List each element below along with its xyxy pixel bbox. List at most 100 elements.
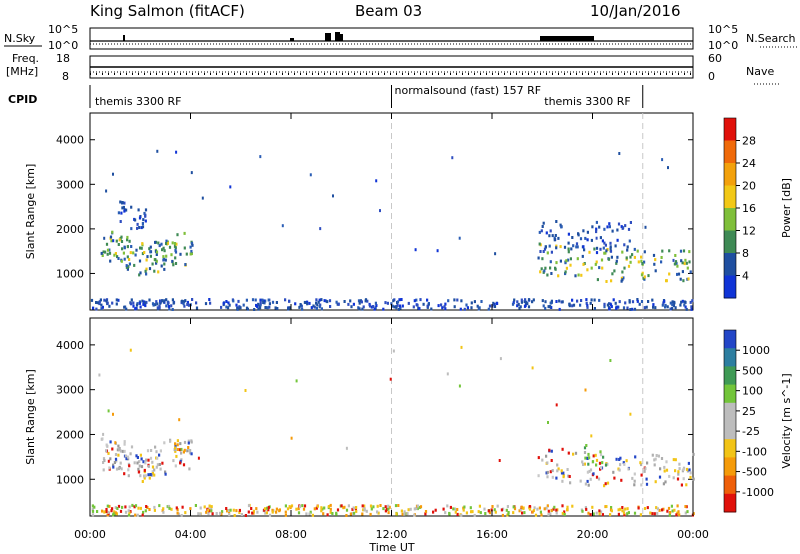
data-cell	[106, 504, 109, 508]
data-cell	[605, 280, 608, 283]
data-cell	[156, 456, 159, 460]
data-cell	[138, 226, 141, 229]
data-cell	[638, 302, 641, 306]
data-cell	[669, 307, 672, 311]
colorbar-segment	[724, 140, 736, 164]
data-cell	[633, 483, 636, 487]
colorbar-segment	[724, 402, 736, 422]
nave-mark	[240, 73, 241, 75]
data-cell	[620, 478, 623, 482]
data-cell	[598, 225, 601, 229]
data-cell	[259, 155, 262, 159]
data-cell	[156, 149, 159, 153]
data-cell	[125, 208, 128, 212]
data-cell	[103, 510, 106, 514]
data-cell	[559, 223, 562, 227]
data-cell	[329, 510, 332, 514]
data-cell	[143, 468, 146, 472]
data-cell	[582, 229, 585, 233]
data-cell	[165, 304, 168, 308]
nave-mark	[546, 73, 547, 75]
data-cell	[262, 299, 265, 303]
data-cell	[141, 242, 144, 246]
data-cell	[500, 508, 503, 512]
data-cell	[512, 511, 515, 515]
data-cell	[645, 305, 648, 309]
data-cell	[244, 389, 247, 392]
data-cell	[379, 504, 382, 507]
data-cell	[165, 242, 168, 245]
data-cell	[208, 298, 211, 301]
data-cell	[668, 474, 671, 478]
data-cell	[502, 507, 505, 511]
data-cell	[551, 475, 554, 479]
data-cell	[116, 255, 119, 259]
data-cell	[125, 307, 128, 311]
data-cell	[587, 462, 590, 466]
data-cell	[265, 511, 268, 515]
data-cell	[210, 505, 213, 509]
data-cell	[488, 304, 492, 308]
data-cell	[138, 301, 141, 305]
data-cell	[172, 263, 175, 267]
data-cell	[565, 266, 568, 270]
data-cell	[306, 300, 309, 304]
data-cell	[653, 458, 656, 462]
data-cell	[471, 510, 474, 514]
data-cell	[624, 224, 627, 228]
data-cell	[101, 305, 104, 309]
data-cell	[120, 259, 123, 263]
data-cell	[324, 299, 328, 303]
data-cell	[119, 200, 122, 204]
data-cell	[516, 304, 519, 308]
data-cell	[114, 506, 117, 510]
data-cell	[328, 299, 332, 303]
data-cell	[671, 306, 674, 310]
data-cell	[549, 470, 552, 474]
data-cell	[547, 305, 550, 309]
data-cell	[174, 449, 177, 453]
colorbar-tick-label: -1000	[742, 486, 774, 499]
data-cell	[490, 508, 493, 512]
x-tick-label: 08:00	[275, 528, 307, 541]
y-tick-label: 1000	[56, 473, 84, 486]
nave-mark	[258, 73, 259, 75]
data-cell	[112, 512, 115, 516]
data-cell	[459, 307, 462, 311]
data-cell	[419, 298, 422, 302]
data-cell	[555, 476, 558, 480]
data-cell	[107, 459, 110, 463]
nave-mark	[648, 73, 649, 75]
nave-mark	[450, 73, 451, 75]
data-cell	[399, 306, 402, 310]
data-cell	[119, 220, 122, 223]
data-cell	[376, 510, 379, 514]
data-cell	[518, 509, 521, 513]
colorbar-segment	[724, 493, 736, 513]
data-cell	[572, 303, 576, 307]
data-cell	[657, 454, 660, 458]
data-cell	[686, 469, 689, 473]
data-cell	[496, 302, 499, 305]
data-cell	[141, 513, 144, 517]
data-cell	[534, 513, 538, 517]
data-cell	[114, 252, 117, 255]
data-cell	[567, 250, 570, 254]
data-cell	[301, 504, 304, 508]
data-cell	[174, 250, 178, 254]
data-cell	[583, 462, 586, 466]
data-cell	[375, 179, 378, 183]
data-cell	[164, 258, 167, 262]
data-cell	[352, 506, 355, 510]
data-cell	[101, 254, 104, 257]
data-cell	[569, 257, 572, 261]
data-cell	[555, 220, 558, 223]
data-cell	[574, 274, 577, 278]
nave-mark	[366, 73, 367, 75]
data-cell	[130, 298, 133, 302]
colorbar-segment	[724, 163, 736, 186]
data-cell	[478, 504, 481, 508]
freq-tick-bottom: 8	[62, 70, 69, 83]
data-cell	[355, 506, 358, 509]
data-cell	[519, 507, 522, 511]
